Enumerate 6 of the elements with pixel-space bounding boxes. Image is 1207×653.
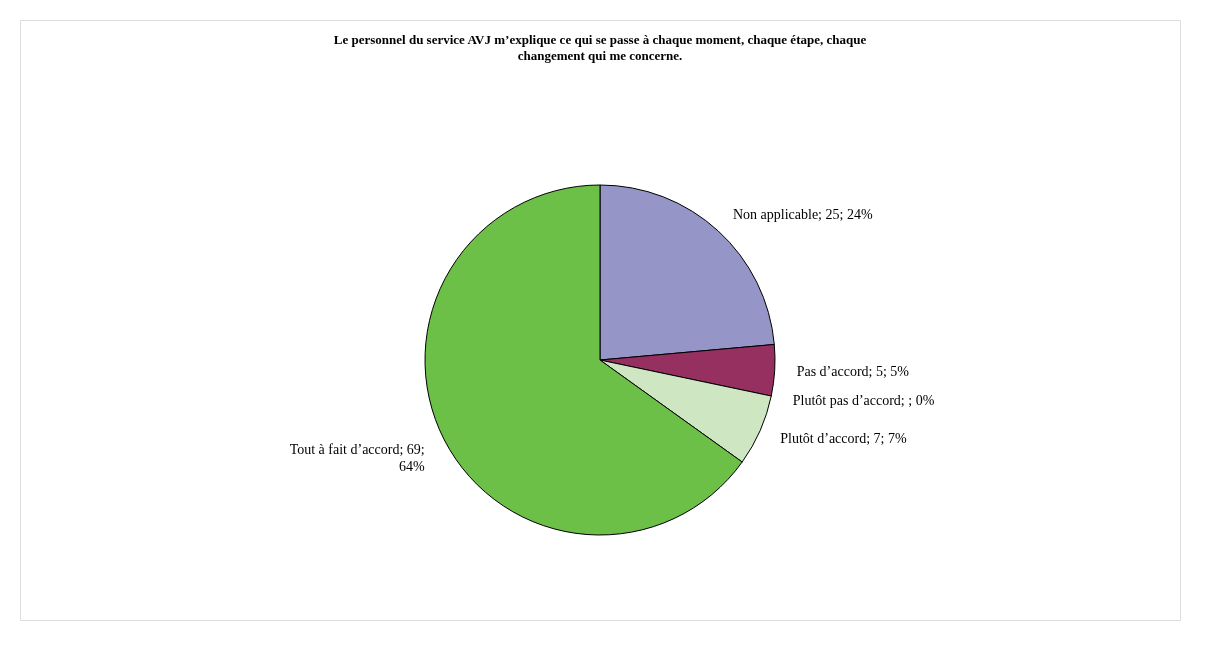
category-label: Plutôt pas d’accord; ; 0% bbox=[792, 392, 935, 408]
slice-label: Non applicable; 25; 24% bbox=[732, 206, 873, 222]
slice-label: Tout à fait d’accord; 69; 64% bbox=[289, 441, 426, 474]
chart-title: Le personnel du service AVJ m’explique ce qui se passe à chaque moment, chaque étape, chaque changement qui me concerne. bbox=[333, 32, 867, 63]
slice-label: Pas d’accord; 5; 5% bbox=[796, 363, 910, 379]
slice-label: Plutôt d’accord; 7; 7% bbox=[780, 431, 907, 447]
